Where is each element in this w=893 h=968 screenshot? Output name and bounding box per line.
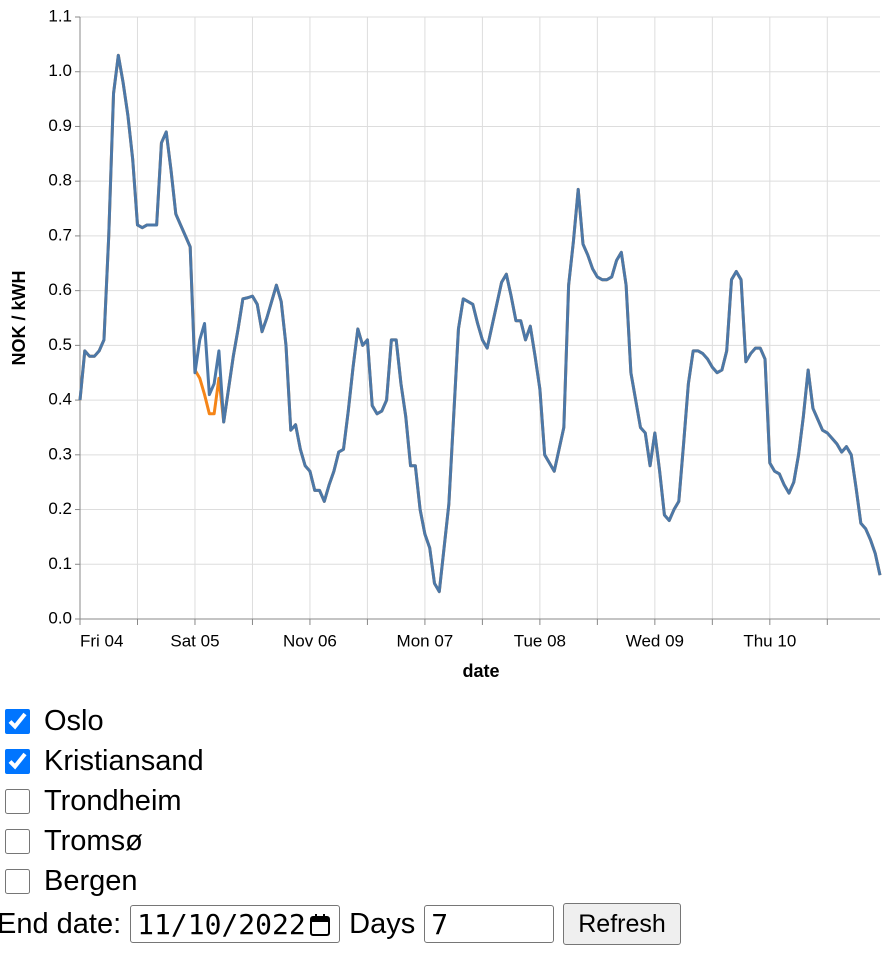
y-tick-label: 0.1 — [48, 554, 72, 573]
x-tick-label: Nov 06 — [283, 631, 337, 650]
x-tick-label: Sat 05 — [170, 631, 219, 650]
x-tick-label: Tue 08 — [514, 631, 566, 650]
city-label[interactable]: Tromsø — [44, 824, 143, 857]
city-checkbox[interactable] — [5, 788, 30, 814]
days-input[interactable] — [424, 905, 555, 943]
city-row: Bergen — [0, 861, 681, 901]
y-tick-label: 1.0 — [48, 61, 72, 80]
y-tick-label: 0.9 — [48, 116, 72, 135]
y-tick-label: 0.0 — [48, 608, 72, 627]
city-row: Tromsø — [0, 821, 681, 861]
city-checkbox[interactable] — [5, 708, 30, 734]
y-tick-label: 0.2 — [48, 499, 72, 518]
city-row: Kristiansand — [0, 741, 681, 781]
y-tick-label: 0.5 — [48, 335, 72, 354]
x-tick-label: Thu 10 — [743, 631, 796, 650]
y-tick-label: 1.1 — [48, 6, 72, 25]
days-label: Days — [349, 907, 416, 940]
x-tick-label: Wed 09 — [626, 631, 684, 650]
y-tick-label: 0.4 — [48, 390, 72, 409]
series-line — [78, 53, 882, 594]
city-label[interactable]: Oslo — [44, 704, 104, 737]
city-label[interactable]: Kristiansand — [44, 744, 204, 777]
refresh-button[interactable]: Refresh — [563, 903, 681, 945]
calendar-icon[interactable] — [309, 913, 331, 937]
y-tick-label: 0.6 — [48, 280, 72, 299]
city-label[interactable]: Trondheim — [44, 784, 182, 817]
x-axis-title: date — [462, 661, 499, 681]
series-line — [78, 53, 882, 594]
end-date-label: End date: — [0, 907, 122, 940]
city-list: Oslo Kristiansand Trondheim Tromsø Bergen — [0, 701, 681, 901]
y-tick-label: 0.3 — [48, 444, 72, 463]
toolbar: End date: Days Refresh — [0, 901, 681, 947]
x-tick-label: Mon 07 — [397, 631, 454, 650]
controls: Oslo Kristiansand Trondheim Tromsø Bergen En… — [0, 701, 681, 947]
y-tick-label: 0.8 — [48, 171, 72, 190]
date-field — [121, 905, 349, 943]
city-row: Trondheim — [0, 781, 681, 821]
end-date-input[interactable] — [130, 905, 341, 943]
city-row: Oslo — [0, 701, 681, 741]
y-tick-label: 0.7 — [48, 225, 72, 244]
x-tick-label: Fri 04 — [80, 631, 123, 650]
y-axis-title: NOK / kWH — [9, 270, 29, 365]
city-checkbox[interactable] — [5, 748, 30, 774]
city-checkbox[interactable] — [5, 828, 30, 854]
chart: NOK / kWH date 0.0 0.1 0.2 0.3 0.4 0.5 0.6 0.7 0… — [9, 6, 882, 681]
city-checkbox[interactable] — [5, 868, 30, 894]
city-label[interactable]: Bergen — [44, 864, 138, 897]
